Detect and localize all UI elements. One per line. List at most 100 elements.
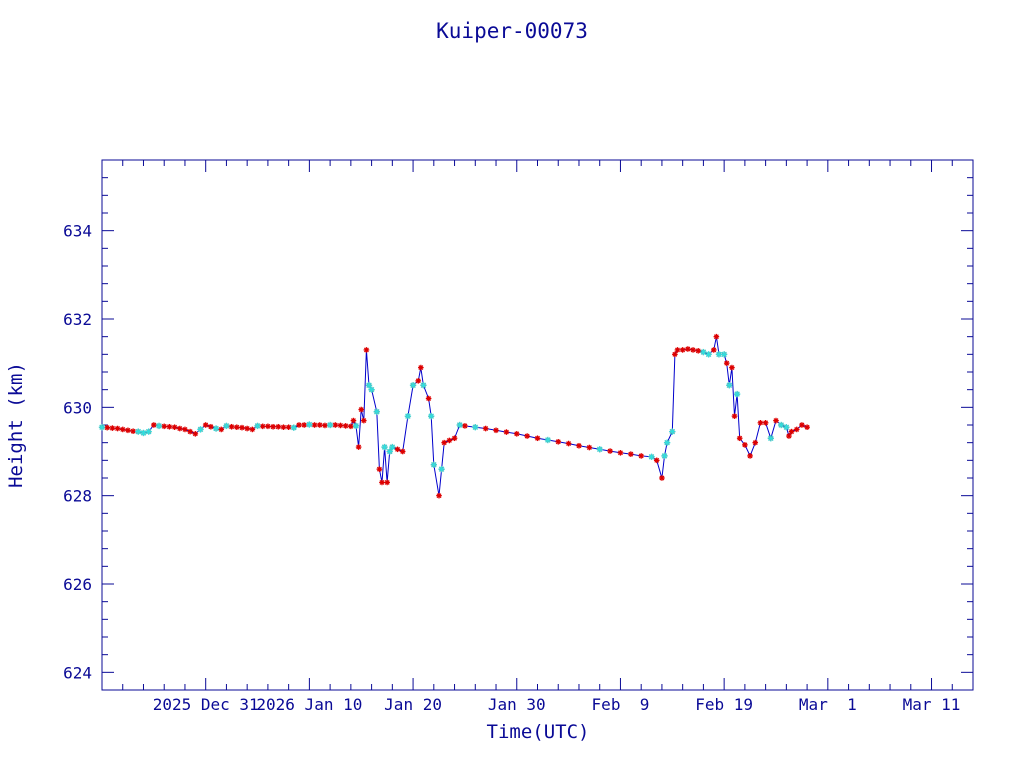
data-point — [389, 443, 396, 451]
data-point — [290, 424, 298, 431]
data-point — [275, 423, 282, 430]
data-point — [155, 422, 163, 430]
data-point — [669, 428, 676, 435]
data-point — [358, 406, 365, 413]
data-point — [218, 426, 225, 433]
data-point — [586, 444, 593, 451]
data-point — [617, 450, 624, 456]
data-point — [565, 440, 572, 447]
data-point — [555, 438, 562, 445]
data-point — [513, 431, 520, 437]
data-point — [524, 433, 530, 439]
data-point — [534, 435, 541, 442]
data-point — [793, 426, 800, 433]
data-point — [786, 433, 792, 439]
data-point — [399, 448, 406, 455]
data-point — [607, 448, 613, 454]
data-point — [783, 424, 790, 431]
data-point — [415, 378, 422, 384]
data-point — [710, 347, 717, 353]
data-point — [249, 426, 256, 433]
y-tick-label: 624 — [63, 663, 92, 682]
data-point — [767, 435, 775, 442]
data-point — [202, 422, 209, 428]
data-point — [254, 422, 261, 430]
x-tick-label: Feb 9 — [592, 695, 650, 714]
data-point — [376, 466, 383, 472]
data-point — [456, 421, 463, 429]
data-point — [726, 382, 733, 389]
data-point — [659, 475, 665, 481]
chart-title: Kuiper-00073 — [436, 19, 588, 43]
x-tick-label: Mar 11 — [903, 695, 961, 714]
data-point — [685, 346, 691, 352]
data-point — [192, 431, 199, 437]
data-point — [446, 437, 453, 444]
data-point — [280, 424, 287, 431]
data-point — [705, 351, 712, 358]
x-tick-label: 2026 Jan 10 — [256, 695, 362, 714]
data-point — [223, 422, 230, 430]
data-point — [311, 422, 318, 428]
data-point — [503, 429, 510, 435]
data-point — [187, 428, 193, 435]
data-point — [747, 453, 753, 459]
data-point — [653, 457, 660, 464]
data-point — [342, 423, 349, 429]
y-tick-label: 630 — [63, 398, 92, 417]
data-point — [355, 444, 362, 450]
data-point — [316, 422, 323, 428]
data-point — [404, 412, 412, 420]
data-point — [384, 479, 390, 486]
data-point — [145, 428, 152, 435]
data-point — [352, 422, 360, 430]
data-point — [762, 419, 769, 426]
data-point — [420, 382, 427, 389]
data-point — [233, 424, 240, 431]
y-tick-label: 634 — [63, 222, 92, 241]
data-point — [731, 413, 738, 419]
data-point — [350, 417, 357, 424]
data-point — [363, 347, 370, 353]
data-point — [679, 347, 686, 353]
data-point — [244, 425, 250, 432]
x-tick-label: Jan 20 — [384, 695, 442, 714]
data-point — [394, 446, 401, 453]
data-point — [596, 446, 603, 453]
data-point — [462, 423, 468, 429]
data-point — [386, 448, 393, 455]
data-point — [326, 421, 334, 429]
data-point — [700, 348, 707, 356]
data-point — [265, 423, 271, 430]
data-point — [736, 435, 743, 442]
data-point — [438, 465, 445, 473]
data-point — [161, 423, 168, 430]
y-tick-label: 632 — [63, 310, 92, 329]
data-point — [757, 419, 764, 426]
data-point — [151, 422, 157, 428]
series-line — [101, 336, 808, 496]
data-point — [125, 427, 131, 434]
data-point — [332, 422, 339, 428]
y-tick-labels: 624 626 628 630 632 634 — [63, 222, 92, 683]
data-point — [628, 451, 634, 457]
data-point — [104, 424, 110, 431]
data-point — [197, 426, 204, 433]
data-point — [259, 423, 266, 430]
data-point — [228, 423, 235, 430]
data-point — [428, 412, 435, 420]
data-point — [98, 424, 106, 431]
data-point — [729, 364, 735, 371]
data-point — [365, 382, 373, 389]
data-point — [773, 417, 779, 424]
data-point — [368, 386, 375, 393]
data-point — [208, 423, 214, 430]
data-point — [638, 453, 644, 459]
data-point — [733, 390, 741, 398]
data-point — [723, 360, 730, 366]
data-point — [690, 347, 696, 353]
data-point — [804, 424, 810, 431]
data-point — [135, 428, 142, 435]
